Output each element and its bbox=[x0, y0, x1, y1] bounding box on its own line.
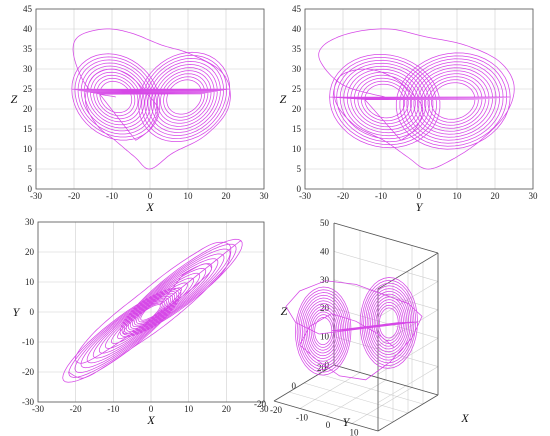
box-edge bbox=[273, 400, 379, 432]
y-tick-label: 5 bbox=[28, 164, 33, 174]
box-edge bbox=[377, 394, 439, 432]
box-edge bbox=[273, 364, 335, 402]
y-tick-label: 30 bbox=[23, 64, 33, 74]
x-tick-label: -30 bbox=[299, 191, 311, 201]
x-tick-label: 0 bbox=[326, 420, 331, 430]
trajectory-group bbox=[62, 238, 243, 383]
y-tick-label: 5 bbox=[297, 164, 302, 174]
y-tick-label: 0 bbox=[297, 184, 302, 194]
y-tick-label: 10 bbox=[292, 144, 302, 154]
y-axis-label: Z bbox=[280, 92, 287, 106]
x-axis-label: X bbox=[145, 200, 154, 214]
y-tick-label: 20 bbox=[317, 363, 327, 373]
x-tick-label: 30 bbox=[529, 191, 539, 201]
trajectory-series bbox=[62, 238, 243, 383]
y-tick-label: 15 bbox=[292, 124, 302, 134]
trajectory-series bbox=[318, 28, 515, 170]
x-tick-label: 10 bbox=[453, 191, 463, 201]
y-tick-label: 35 bbox=[23, 44, 33, 54]
trajectory-group bbox=[71, 28, 231, 170]
x-tick-label: -10 bbox=[296, 413, 308, 423]
y-tick-label: 35 bbox=[292, 44, 302, 54]
x-axis-label: X bbox=[460, 411, 469, 425]
y-tick-label: 10 bbox=[25, 277, 35, 287]
x-tick-label: -20 bbox=[337, 191, 349, 201]
y-tick-label: 0 bbox=[28, 184, 33, 194]
grid-line-y bbox=[288, 391, 394, 423]
chart-yz-projection: -30 -20 -10 0 10 20 30 0 5 10 15 20 25 30 35 40 45 Y Z bbox=[280, 4, 538, 214]
x-tick-label: -30 bbox=[32, 404, 44, 414]
x-tick-label: -20 bbox=[270, 405, 282, 415]
y-tick-label: -20 bbox=[254, 399, 266, 409]
x-tick-label: -20 bbox=[68, 191, 80, 201]
x-tick-label: -10 bbox=[106, 191, 118, 201]
y-tick-label: 40 bbox=[292, 24, 302, 34]
z-tick-label: 40 bbox=[320, 246, 330, 256]
y-tick-label: 20 bbox=[25, 247, 35, 257]
y-tick-label: 25 bbox=[292, 84, 302, 94]
x-tick-label: 30 bbox=[260, 191, 270, 201]
trajectory-series bbox=[285, 277, 423, 381]
z-tick-label: 10 bbox=[320, 332, 330, 342]
x-tick-label: 20 bbox=[222, 404, 232, 414]
y-axis-label: Y bbox=[13, 305, 21, 319]
y-tick-label: -10 bbox=[22, 337, 34, 347]
z-tick-label: 0 bbox=[325, 360, 330, 370]
z-tick-label: 50 bbox=[320, 218, 330, 228]
x-tick-label: -10 bbox=[107, 404, 119, 414]
trajectory-series bbox=[71, 28, 231, 170]
y-tick-label: -20 bbox=[22, 367, 34, 377]
x-tick-label: 10 bbox=[184, 191, 194, 201]
y-tick-label: 30 bbox=[292, 64, 302, 74]
x-tick-label: 20 bbox=[491, 191, 501, 201]
y-tick-label: 0 bbox=[30, 307, 35, 317]
x-tick-label: 0 bbox=[148, 191, 153, 201]
plot-frame bbox=[35, 8, 265, 190]
z-tick-label: 20 bbox=[320, 303, 330, 313]
plot-frame bbox=[37, 221, 265, 403]
chart-xz-projection: -30 -20 -10 0 10 20 30 0 5 10 15 20 25 30 35 40 45 X Z bbox=[11, 4, 269, 214]
plot-frame bbox=[304, 8, 534, 190]
grid-line-y bbox=[303, 382, 409, 414]
x-axis-label: Y bbox=[416, 200, 424, 214]
x-tick-label: 20 bbox=[222, 191, 232, 201]
y-tick-label: 25 bbox=[23, 84, 33, 94]
x-tick-label: 10 bbox=[184, 404, 194, 414]
y-tick-label: -30 bbox=[22, 397, 34, 407]
x-tick-label: 30 bbox=[260, 404, 270, 414]
z-tick-label: 30 bbox=[320, 275, 330, 285]
x-tick-label: -20 bbox=[70, 404, 82, 414]
chart-xy-projection: -30 -20 -10 0 10 20 30 -30 -20 -10 0 10 20 30 X Y bbox=[13, 217, 269, 427]
x-tick-label: -30 bbox=[30, 191, 42, 201]
x-tick-label: 10 bbox=[350, 428, 360, 436]
y-tick-label: 40 bbox=[23, 24, 33, 34]
y-tick-label: 45 bbox=[292, 4, 302, 14]
y-tick-label: 30 bbox=[25, 217, 35, 227]
trajectory-group bbox=[318, 28, 515, 170]
y-axis-label: Z bbox=[11, 92, 18, 106]
box-edge bbox=[333, 222, 439, 254]
x-tick-label: 0 bbox=[149, 404, 154, 414]
y-tick-label: 45 bbox=[23, 4, 33, 14]
box-edge bbox=[333, 364, 439, 396]
y-axis-label: Y bbox=[343, 415, 351, 429]
y-tick-label: 15 bbox=[23, 124, 33, 134]
x-tick-label: -10 bbox=[375, 191, 387, 201]
y-tick-label: 0 bbox=[292, 381, 297, 391]
y-tick-label: 10 bbox=[23, 144, 33, 154]
x-axis-label: X bbox=[146, 413, 155, 427]
grid-line-y bbox=[318, 373, 424, 405]
y-tick-label: 20 bbox=[23, 104, 33, 114]
y-tick-label: 20 bbox=[292, 104, 302, 114]
z-axis-label: Z bbox=[281, 304, 288, 318]
x-tick-label: 0 bbox=[417, 191, 422, 201]
